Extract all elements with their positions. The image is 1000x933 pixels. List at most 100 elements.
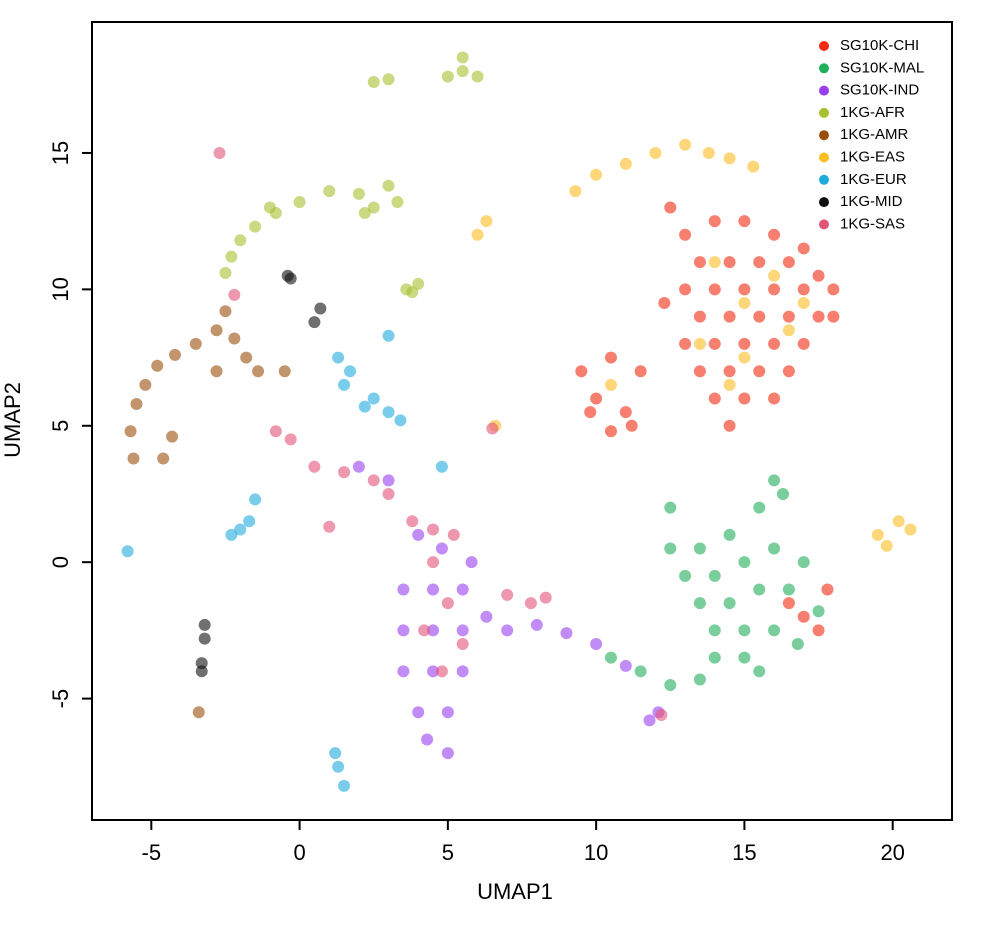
point (441, 706, 454, 719)
point (471, 70, 484, 83)
point (284, 272, 297, 285)
point (575, 365, 588, 378)
point (649, 146, 662, 159)
point (693, 365, 706, 378)
point (679, 138, 692, 151)
point (768, 392, 781, 405)
point (776, 487, 789, 500)
point (590, 392, 603, 405)
point (427, 665, 440, 678)
point (892, 515, 905, 528)
point (664, 201, 677, 214)
point (827, 283, 840, 296)
point (604, 351, 617, 364)
legend-marker (819, 152, 829, 163)
point (708, 215, 721, 228)
point (382, 487, 395, 500)
y-tick-label: 0 (48, 556, 73, 568)
point (367, 474, 380, 487)
point (625, 419, 638, 432)
point (679, 283, 692, 296)
point (812, 624, 825, 637)
point (293, 196, 306, 209)
point (382, 179, 395, 192)
point (195, 665, 208, 678)
point (394, 414, 407, 427)
point (619, 157, 632, 170)
point (338, 466, 351, 479)
point (708, 569, 721, 582)
point (753, 256, 766, 269)
point (723, 597, 736, 610)
point (352, 460, 365, 473)
point (530, 618, 543, 631)
point (738, 297, 751, 310)
point (329, 747, 342, 760)
point (124, 425, 137, 438)
point (166, 430, 179, 443)
point (604, 651, 617, 664)
point (693, 597, 706, 610)
legend-marker (819, 174, 829, 185)
y-tick-label: 10 (48, 277, 73, 301)
point (344, 365, 356, 378)
point (569, 185, 582, 198)
point (693, 673, 706, 686)
point (679, 337, 692, 350)
point (797, 556, 810, 569)
legend-marker (819, 197, 829, 208)
point (643, 714, 656, 727)
point (406, 515, 419, 528)
point (151, 359, 164, 372)
point (821, 583, 834, 596)
point (269, 425, 282, 438)
point (738, 392, 751, 405)
point (397, 583, 410, 596)
point (367, 201, 380, 214)
point (234, 234, 247, 247)
point (213, 146, 226, 159)
point (252, 365, 265, 378)
point (435, 460, 448, 473)
point (723, 528, 736, 541)
x-axis-label: UMAP1 (477, 879, 553, 904)
point (240, 351, 253, 364)
point (456, 638, 469, 651)
point (284, 433, 297, 446)
point (441, 70, 454, 83)
point (367, 392, 380, 405)
point (421, 733, 434, 746)
point (747, 160, 760, 173)
point (219, 266, 232, 279)
point (753, 583, 766, 596)
point (782, 583, 795, 596)
point (243, 515, 256, 528)
point (679, 228, 692, 241)
point (693, 256, 706, 269)
point (382, 474, 395, 487)
point (738, 215, 751, 228)
point (480, 215, 493, 228)
x-tick-label: 20 (880, 840, 904, 865)
point (664, 542, 677, 555)
point (693, 310, 706, 323)
point (904, 523, 917, 536)
point (352, 187, 365, 200)
point (560, 627, 573, 640)
point (738, 337, 751, 350)
point (708, 256, 721, 269)
point (768, 474, 781, 487)
point (263, 201, 276, 214)
legend-label: 1KG-EAS (840, 148, 905, 165)
point (234, 523, 247, 536)
point (723, 365, 736, 378)
point (812, 310, 825, 323)
point (210, 365, 223, 378)
point (604, 378, 617, 391)
point (480, 610, 493, 623)
point (314, 302, 327, 315)
point (723, 310, 736, 323)
point (723, 152, 736, 165)
point (723, 378, 736, 391)
